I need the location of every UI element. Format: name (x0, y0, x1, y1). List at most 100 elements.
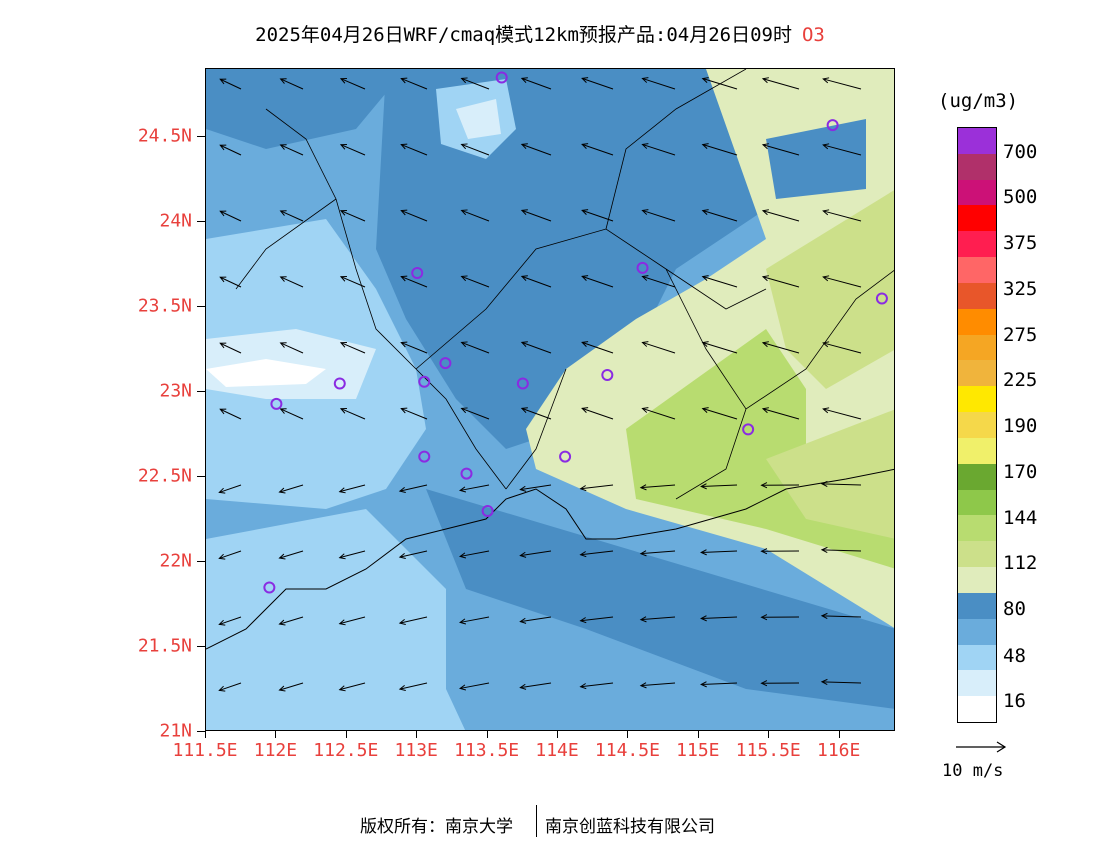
wind-arrow-head (520, 407, 528, 414)
monitoring-station-marker[interactable] (263, 581, 276, 594)
wind-arrow (521, 143, 552, 156)
wind-arrow (461, 143, 490, 156)
wind-arrow-head (219, 78, 227, 85)
colorbar-swatch (958, 618, 996, 645)
coastline (206, 468, 894, 650)
wind-arrow-head (822, 407, 830, 414)
monitoring-station-marker[interactable] (460, 467, 473, 480)
wind-arrow (642, 209, 676, 222)
wind-arrow-head (219, 210, 227, 217)
lon-tick (557, 731, 559, 738)
wind-arrow-head (338, 685, 346, 692)
colorbar-swatch (958, 308, 996, 336)
wind-arrow-head (339, 407, 347, 414)
wind-arrow (520, 550, 552, 557)
wind-arrow (280, 144, 304, 156)
wind-arrow (340, 78, 366, 90)
wind-arrow (580, 682, 614, 688)
lat-tick (197, 476, 205, 477)
lon-tick-label: 116E (816, 740, 861, 761)
wind-arrow-head (761, 77, 769, 84)
copyright-owner: 版权所有：南京大学 (360, 817, 513, 837)
wind-arrow-head (279, 408, 287, 414)
lon-tick (768, 731, 770, 738)
colorbar-label: 80 (1003, 598, 1026, 620)
wind-arrow-head (458, 684, 467, 691)
wind-arrow-head (820, 612, 828, 620)
monitoring-station-marker[interactable] (481, 505, 494, 517)
wind-arrow (521, 77, 552, 90)
monitoring-station-marker[interactable] (418, 450, 431, 463)
wind-arrow-head (822, 341, 830, 348)
wind-arrow-head (760, 614, 768, 621)
wind-arrow-head (278, 685, 286, 692)
wind-arrow (279, 484, 304, 493)
wind-arrow-head (520, 143, 528, 150)
colorbar-label: 500 (1003, 186, 1038, 208)
monitoring-station-marker[interactable] (516, 377, 529, 390)
wind-arrow-head (400, 143, 408, 150)
field-64-80-nw (206, 69, 406, 149)
wind-arrow-head (400, 275, 408, 282)
monitoring-station-marker[interactable] (875, 292, 888, 305)
colorbar-label: 275 (1003, 324, 1038, 346)
wind-arrow-head (279, 276, 287, 282)
wind-arrow (702, 408, 738, 420)
wind-arrow-head (760, 482, 768, 489)
wind-arrow-head (822, 77, 830, 84)
wind-arrow-head (519, 551, 527, 558)
monitoring-station-marker[interactable] (495, 71, 508, 84)
colorbar-label: 144 (1003, 507, 1038, 529)
colorbar-swatch (958, 489, 996, 516)
wind-arrow (701, 616, 738, 620)
colorbar-label: 170 (1003, 461, 1038, 483)
wind-arrow (580, 550, 614, 556)
colorbar-swatch (958, 696, 996, 723)
footer-separator (536, 805, 537, 837)
wind-arrow-head (338, 619, 346, 626)
wind-arrow-head (822, 143, 830, 150)
colorbar-swatch (958, 231, 996, 258)
monitoring-station-marker[interactable] (439, 357, 452, 370)
wind-arrow-head (520, 209, 528, 216)
colorbar-label: 190 (1003, 415, 1038, 437)
monitoring-station-marker[interactable] (636, 261, 649, 274)
colorbar-swatch (958, 257, 996, 284)
colorbar-label: 375 (1003, 232, 1038, 254)
wind-arrow (823, 210, 862, 222)
wind-arrow (279, 682, 304, 691)
wind-arrow-head (761, 143, 769, 150)
wind-arrow-head (639, 550, 647, 557)
wind-arrow (220, 342, 242, 354)
wind-arrow (460, 616, 490, 623)
colorbar-swatch (958, 282, 996, 310)
wind-arrow (280, 210, 304, 222)
monitoring-station-marker[interactable] (418, 375, 431, 388)
map-canvas (206, 69, 894, 730)
wind-arrow-head (639, 616, 647, 623)
reference-wind-arrow (956, 741, 1007, 753)
colorbar-label: 16 (1003, 690, 1026, 712)
wind-arrow-head (700, 615, 707, 622)
wind-arrow-head (460, 407, 468, 414)
wind-arrow (219, 616, 242, 625)
colorbar-swatch (958, 592, 996, 620)
wind-arrow-head (761, 407, 769, 414)
wind-arrow (582, 275, 614, 288)
wind-arrow-head (400, 209, 408, 216)
monitoring-station-marker[interactable] (601, 369, 614, 381)
lon-tick (205, 731, 206, 738)
monitoring-station-marker[interactable] (411, 267, 424, 279)
wind-arrow (399, 682, 428, 690)
field-64-80-sea (426, 489, 894, 709)
monitoring-station-marker[interactable] (559, 450, 572, 463)
monitoring-station-marker[interactable] (742, 423, 755, 436)
monitoring-station-marker[interactable] (270, 397, 283, 410)
wind-arrow (520, 682, 552, 689)
monitoring-station-marker[interactable] (826, 119, 839, 132)
wind-arrow (823, 276, 862, 288)
wind-arrow (640, 682, 676, 687)
monitoring-station-marker[interactable] (333, 377, 346, 390)
wind-arrow (339, 484, 366, 493)
wind-arrow (520, 616, 552, 623)
